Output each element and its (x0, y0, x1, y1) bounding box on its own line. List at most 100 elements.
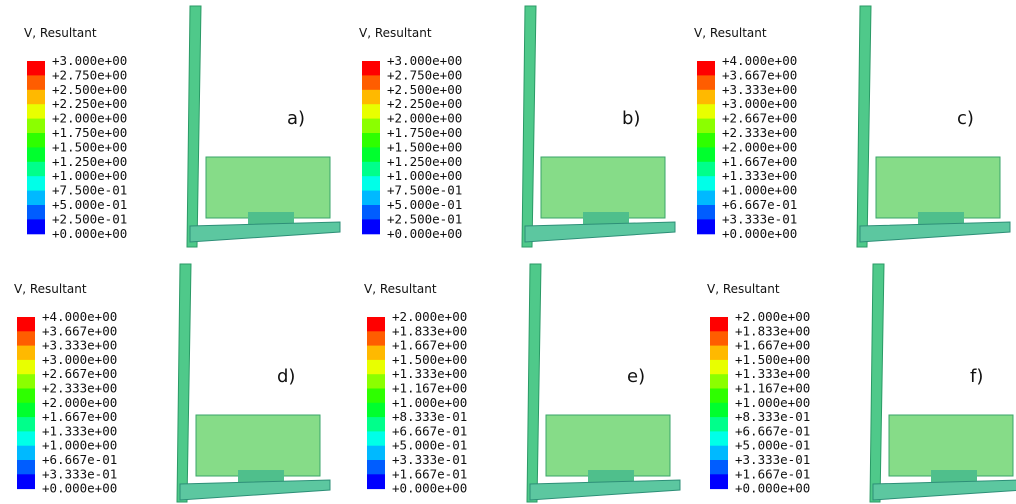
legend-swatch (367, 317, 385, 332)
legend-label: +5.000e-01 (392, 438, 467, 453)
block (545, 414, 671, 477)
legend-swatch (697, 161, 715, 177)
legend-swatch (362, 176, 380, 192)
panel-label: f) (970, 366, 983, 387)
panel-title: V, Resultant (694, 26, 767, 40)
panel-label: e) (627, 366, 645, 387)
legend-swatch (17, 417, 35, 432)
base-plate (529, 479, 681, 501)
legend-swatch (710, 317, 728, 332)
legend-swatch (17, 388, 35, 404)
legend-swatch (710, 417, 728, 432)
legend-swatch (17, 445, 35, 461)
legend-label: +0.000e+00 (42, 481, 117, 496)
wall-strip (521, 5, 537, 248)
legend-label: +3.333e+00 (722, 82, 797, 97)
legend-label: +0.000e+00 (52, 226, 127, 241)
legend-label: +1.000e+00 (52, 168, 127, 183)
legend-swatch (17, 431, 35, 447)
legend-label: +1.333e+00 (42, 423, 117, 438)
legend-swatch (367, 431, 385, 447)
legend-swatch (367, 388, 385, 404)
legend-label: +2.000e+00 (735, 309, 810, 324)
legend-label: +1.000e+00 (42, 438, 117, 453)
legend-swatch (710, 359, 728, 375)
legend-label: +2.500e-01 (52, 211, 127, 226)
legend-label: +0.000e+00 (735, 481, 810, 496)
legend-label: +2.750e+00 (387, 67, 462, 82)
legend-swatch (17, 345, 35, 361)
base-plate (524, 221, 676, 243)
legend-label: +2.333e+00 (722, 125, 797, 140)
legend-label: +2.000e+00 (387, 111, 462, 126)
legend-label: +3.333e-01 (392, 452, 467, 467)
legend-label: +1.667e+00 (735, 338, 810, 353)
legend-swatch (697, 133, 715, 148)
legend-label: +1.250e+00 (52, 154, 127, 169)
legend-swatch (27, 75, 45, 91)
legend-label: +1.750e+00 (52, 125, 127, 140)
legend-swatch (362, 75, 380, 91)
legend-label: +1.500e+00 (52, 139, 127, 154)
legend-label: +7.500e-01 (387, 183, 462, 198)
legend-swatch (362, 190, 380, 206)
legend-swatch (367, 417, 385, 432)
legend-label: +1.500e+00 (735, 352, 810, 367)
legend-swatch (17, 331, 35, 347)
legend-label: +1.167e+00 (392, 381, 467, 396)
legend-label: +2.250e+00 (387, 96, 462, 111)
base-plate (872, 479, 1016, 501)
legend-swatch (362, 61, 380, 76)
legend-label: +3.667e+00 (42, 323, 117, 338)
legend-swatch (17, 460, 35, 475)
legend-label: +2.000e+00 (52, 111, 127, 126)
legend-swatch (362, 89, 380, 105)
block-foot (583, 212, 629, 226)
panel-title: V, Resultant (364, 282, 437, 296)
legend-label: +1.667e-01 (392, 466, 467, 481)
panel-title: V, Resultant (14, 282, 87, 296)
panel-label: d) (277, 366, 295, 387)
legend-swatch (27, 161, 45, 177)
legend-swatch (697, 205, 715, 220)
legend-label: +1.000e+00 (392, 395, 467, 410)
legend-label: +8.333e-01 (392, 409, 467, 424)
legend-swatch (367, 331, 385, 347)
legend-swatch (17, 474, 35, 490)
legend-swatch (367, 345, 385, 361)
legend-label: +2.500e+00 (387, 82, 462, 97)
block (195, 414, 321, 477)
legend-label: +1.250e+00 (387, 154, 462, 169)
panel-label: b) (622, 108, 640, 129)
legend-label: +2.500e-01 (387, 211, 462, 226)
legend-label: +5.000e-01 (52, 197, 127, 212)
legend-label: +2.000e+00 (722, 139, 797, 154)
legend-label: +0.000e+00 (722, 226, 797, 241)
legend-swatch (710, 431, 728, 447)
block-foot (238, 470, 284, 484)
legend-swatch (367, 374, 385, 389)
panel: V, Resultant +2.000e+00+1.833e+00+1.667e+… (364, 263, 681, 503)
legend-label: +8.333e-01 (735, 409, 810, 424)
legend-swatch (697, 89, 715, 105)
legend-swatch (367, 474, 385, 490)
block (888, 414, 1014, 477)
legend-swatch (27, 133, 45, 148)
legend-label: +1.833e+00 (392, 323, 467, 338)
panel-label: c) (957, 108, 974, 129)
legend-swatch (362, 161, 380, 177)
legend-swatch (710, 345, 728, 361)
legend-label: +3.333e+00 (42, 338, 117, 353)
legend-swatch (710, 374, 728, 389)
legend-label: +2.667e+00 (722, 111, 797, 126)
block (875, 156, 1001, 219)
legend-label: +4.000e+00 (722, 53, 797, 68)
legend-label: +7.500e-01 (52, 183, 127, 198)
legend-label: +6.667e-01 (735, 423, 810, 438)
wall-strip (869, 263, 885, 503)
legend-label: +1.333e+00 (392, 366, 467, 381)
legend-label: +6.667e-01 (722, 197, 797, 212)
legend-label: +2.250e+00 (52, 96, 127, 111)
legend-swatch (710, 402, 728, 418)
legend-swatch (27, 104, 45, 120)
